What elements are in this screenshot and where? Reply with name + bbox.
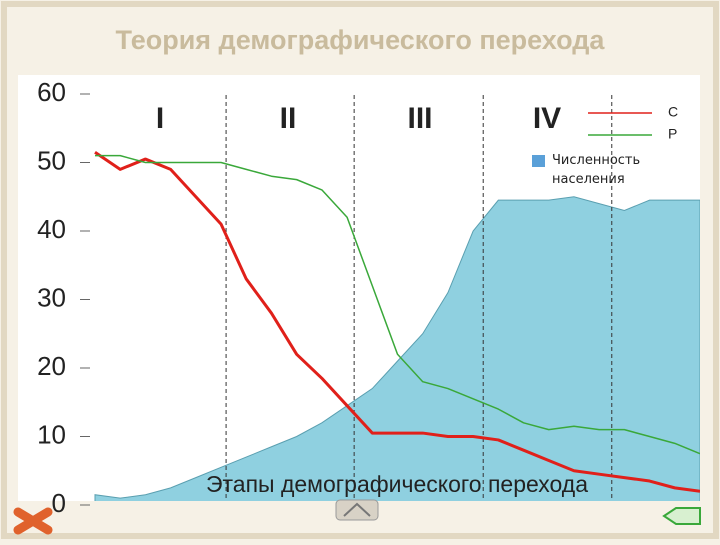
slide-title: Теория демографического перехода: [116, 25, 606, 55]
legend-label: Численность населения: [552, 153, 641, 187]
nav-home[interactable]: [335, 499, 379, 521]
nav-back[interactable]: [662, 507, 701, 525]
nav-close[interactable]: [13, 507, 53, 535]
stage-label: I: [156, 102, 164, 135]
series-line: [95, 154, 700, 455]
y-tick-label: 30: [37, 282, 66, 312]
y-tick-label: 40: [37, 214, 66, 244]
y-tick-label: 10: [37, 419, 66, 449]
stage-label: IV: [533, 102, 561, 135]
y-tick-label: 0: [52, 488, 66, 518]
legend-swatch: [532, 155, 545, 167]
y-tick-label: 50: [37, 145, 66, 175]
legend-label: С: [668, 104, 678, 120]
series-line: [94, 150, 700, 493]
y-tick-label: 20: [37, 351, 66, 381]
y-tick-label: 60: [37, 77, 66, 107]
stage-label: III: [407, 102, 432, 135]
population-area: [94, 196, 700, 501]
annotation: Этапы демографического перехода: [206, 471, 588, 497]
legend-label: Р: [668, 126, 677, 142]
stage-label: II: [280, 102, 297, 135]
